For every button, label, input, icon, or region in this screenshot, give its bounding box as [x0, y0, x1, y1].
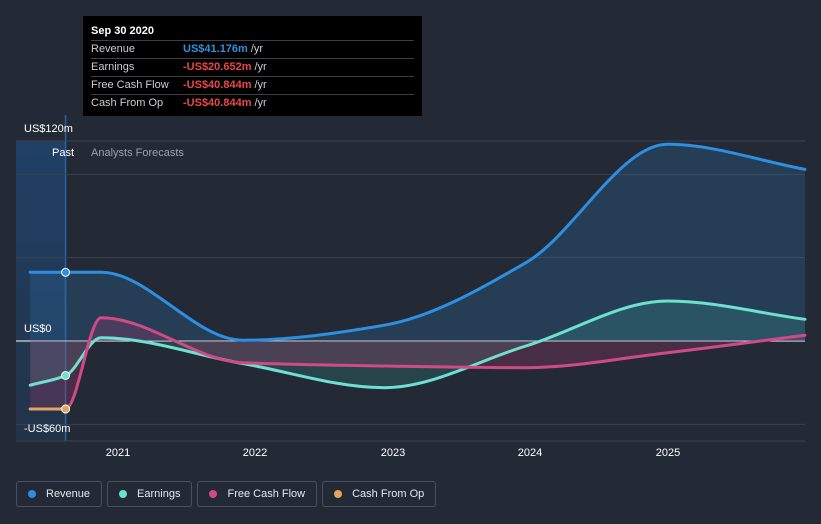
earnings-area [30, 301, 805, 388]
past-region [16, 141, 66, 441]
tooltip-unit: /yr [250, 43, 264, 55]
tooltip-row-cash-from-op: Cash From Op -US$40.844m /yr [91, 94, 414, 112]
cash-from-op-point [61, 404, 71, 414]
revenue-line [28, 142, 807, 342]
legend-dot-icon [119, 490, 128, 498]
tooltip-label: Cash From Op [91, 97, 164, 109]
tooltip-unit: /yr [254, 61, 267, 73]
legend-dot-icon [28, 490, 36, 498]
free-cash-flow-line [28, 316, 807, 411]
tooltip-date: Sep 30 2020 [91, 25, 154, 37]
legend-item-free-cash-flow[interactable]: Free Cash Flow [197, 481, 318, 507]
y-axis-label-top: US$120m [24, 123, 73, 135]
legend-dot-icon [209, 490, 218, 498]
earnings-point [61, 371, 71, 380]
revenue-point [61, 267, 71, 277]
tooltip-unit: /yr [254, 79, 267, 91]
tooltip-label: Earnings [91, 61, 135, 73]
x-tick-2021: 2021 [105, 447, 131, 459]
forecast-label: Analysts Forecasts [91, 147, 184, 159]
free-cash-flow-area [30, 317, 805, 409]
chart-legend: Revenue Earnings Free Cash Flow Cash Fro… [16, 481, 441, 507]
tooltip-value: -US$20.652m [183, 61, 252, 73]
legend-item-revenue[interactable]: Revenue [16, 481, 103, 507]
revenue-area [30, 144, 805, 341]
legend-dot-icon [334, 490, 343, 498]
tooltip-row-revenue: Revenue US$41.176m /yr [91, 40, 414, 58]
tooltip-value: -US$40.844m [183, 79, 252, 91]
legend-label: Free Cash Flow [227, 488, 306, 500]
tooltip-row-earnings: Earnings -US$20.652m /yr [91, 58, 414, 76]
legend-label: Cash From Op [352, 488, 425, 500]
y-axis-label-bottom: -US$60m [24, 423, 71, 435]
x-tick-2025: 2025 [655, 447, 681, 459]
tooltip-label: Free Cash Flow [91, 79, 169, 91]
past-label: Past [52, 147, 75, 159]
legend-label: Earnings [137, 488, 181, 500]
legend-item-cash-from-op[interactable]: Cash From Op [322, 481, 437, 507]
tooltip-unit: /yr [254, 97, 267, 109]
x-tick-2022: 2022 [242, 447, 268, 459]
x-tick-2023: 2023 [380, 447, 406, 459]
tooltip-row-free-cash-flow: Free Cash Flow -US$40.844m /yr [91, 76, 414, 94]
y-axis-label-zero: US$0 [24, 323, 52, 335]
legend-item-earnings[interactable]: Earnings [107, 481, 193, 507]
x-tick-2024: 2024 [517, 447, 543, 459]
tooltip-value: -US$40.844m [183, 97, 252, 109]
data-tooltip: Sep 30 2020 Revenue US$41.176m /yr Earni… [83, 16, 422, 116]
legend-label: Revenue [46, 488, 91, 500]
tooltip-label: Revenue [91, 43, 136, 55]
tooltip-value: US$41.176m [183, 43, 248, 55]
